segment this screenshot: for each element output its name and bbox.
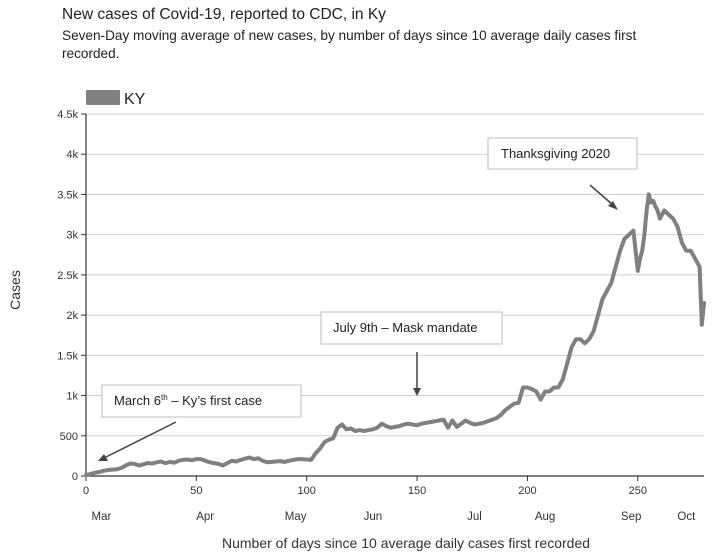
annotation-mask-mandate: July 9th – Mask mandate [320, 311, 503, 396]
month-labels: Mar Apr May Jun Jul Aug Sep Oct [92, 511, 697, 523]
y-tick-label: 500 [60, 431, 78, 443]
x-axis-label: Number of days since 10 average daily ca… [222, 535, 590, 551]
y-tick-label: 4k [66, 149, 78, 161]
y-tick-label: 3k [66, 230, 78, 242]
month-label: Mar [92, 511, 112, 523]
annotation-text-thanksgiving: Thanksgiving 2020 [501, 146, 610, 161]
y-tick-label: 3.5k [57, 189, 78, 201]
annotation-arrow-first-case [103, 421, 177, 459]
x-tick-labels: 0 50 100 150 200 250 [83, 476, 647, 497]
chart-subtitle: Seven-Day moving average of new cases, b… [62, 28, 637, 61]
legend-label-ky[interactable]: KY [124, 91, 146, 108]
x-tick-label: 100 [298, 485, 316, 497]
legend-swatch-ky[interactable] [86, 90, 120, 105]
month-label: Oct [677, 511, 696, 523]
annotation-arrowhead-mask [413, 388, 421, 396]
y-tick-label: 4.5k [57, 109, 78, 121]
month-label: Apr [196, 511, 214, 523]
annotation-thanksgiving: Thanksgiving 2020 [487, 137, 638, 210]
y-tick-label: 2k [66, 310, 78, 322]
annotation-arrow-thanksgiving [589, 184, 614, 206]
annotation-text-mask: July 9th – Mask mandate [333, 320, 478, 335]
y-tick-labels: 0 500 1k 1.5k 2k 2.5k 3k 3.5k 4k 4.5k [57, 109, 86, 483]
annotation-arrowhead-first-case [98, 454, 108, 461]
y-tick-label: 1.5k [57, 350, 78, 362]
month-label: Jul [467, 511, 482, 523]
month-label: May [285, 511, 307, 523]
month-label: Aug [535, 511, 555, 523]
y-tick-label: 0 [72, 471, 78, 483]
chart-axes [85, 114, 704, 477]
x-tick-label: 200 [518, 485, 536, 497]
x-tick-label: 50 [190, 485, 202, 497]
x-tick-label: 0 [83, 485, 89, 497]
month-label: Sep [621, 511, 641, 523]
chart-title: New cases of Covid-19, reported to CDC, … [62, 6, 386, 23]
y-axis-label: Cases [7, 270, 23, 310]
month-label: Jun [364, 511, 383, 523]
annotation-box-thanksgiving [487, 137, 638, 170]
y-tick-label: 1k [66, 391, 78, 403]
x-tick-label: 150 [408, 485, 426, 497]
annotation-box-mask [320, 311, 503, 345]
y-tick-label: 2.5k [57, 270, 78, 282]
annotation-text-first-case: March 6th – Ky’s first case [114, 393, 262, 408]
annotation-box-first-case [101, 384, 302, 418]
x-tick-label: 250 [629, 485, 647, 497]
annotation-first-case: March 6th – Ky’s first case [98, 384, 302, 461]
annotation-arrowhead-thanksgiving [608, 201, 618, 210]
series-line-ky [84, 192, 706, 478]
